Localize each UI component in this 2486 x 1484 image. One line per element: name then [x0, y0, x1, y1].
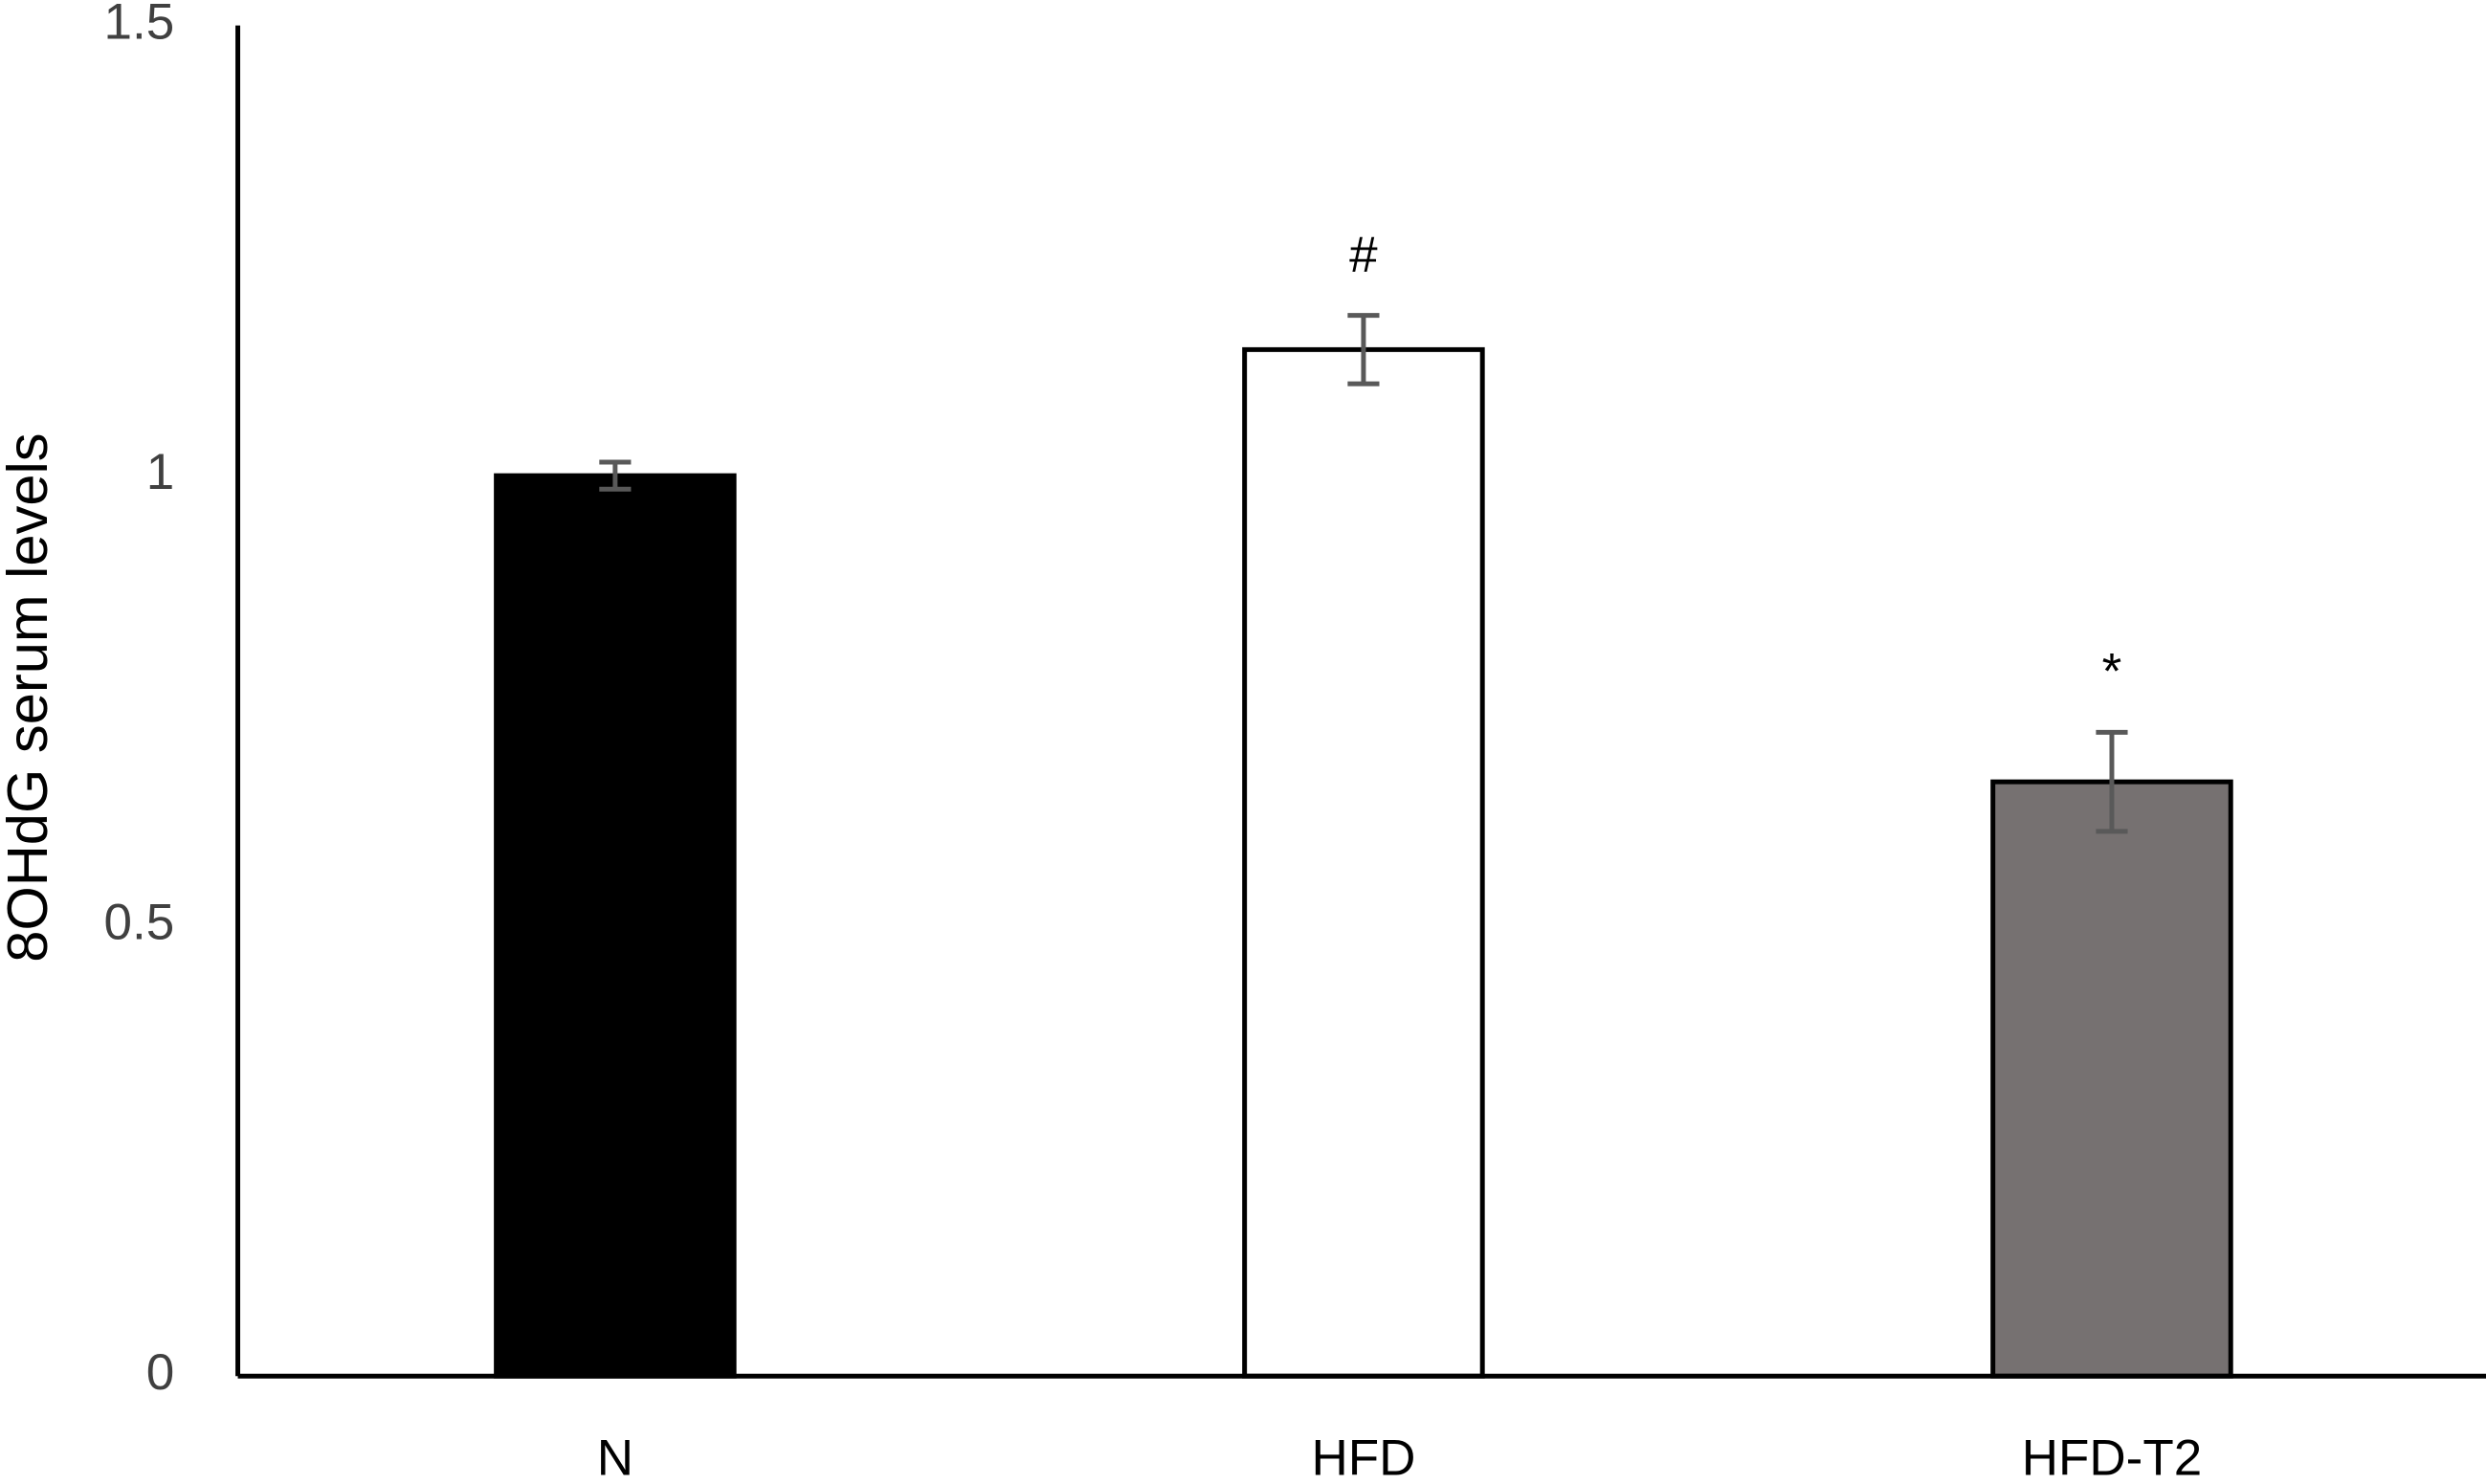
- y-tick-label: 0.5: [104, 895, 175, 951]
- annotation: #: [1349, 227, 1378, 283]
- x-tick-label: N: [597, 1430, 633, 1484]
- x-tick-label: HFD: [1311, 1430, 1415, 1484]
- y-tick-label: 0: [146, 1344, 175, 1401]
- error-bar: [599, 459, 632, 492]
- error-bar: [2096, 729, 2128, 834]
- x-tick-label: HFD-T2: [2022, 1430, 2202, 1484]
- bar: [1242, 346, 1485, 1379]
- y-tick-label: 1.5: [104, 0, 175, 51]
- annotation: *: [2102, 644, 2122, 700]
- bar: [494, 473, 737, 1379]
- y-axis-title: 8OHdG serum levels: [0, 432, 59, 962]
- bar: [1990, 779, 2233, 1379]
- y-tick-label: 1: [146, 444, 175, 500]
- error-bar: [1347, 313, 1380, 387]
